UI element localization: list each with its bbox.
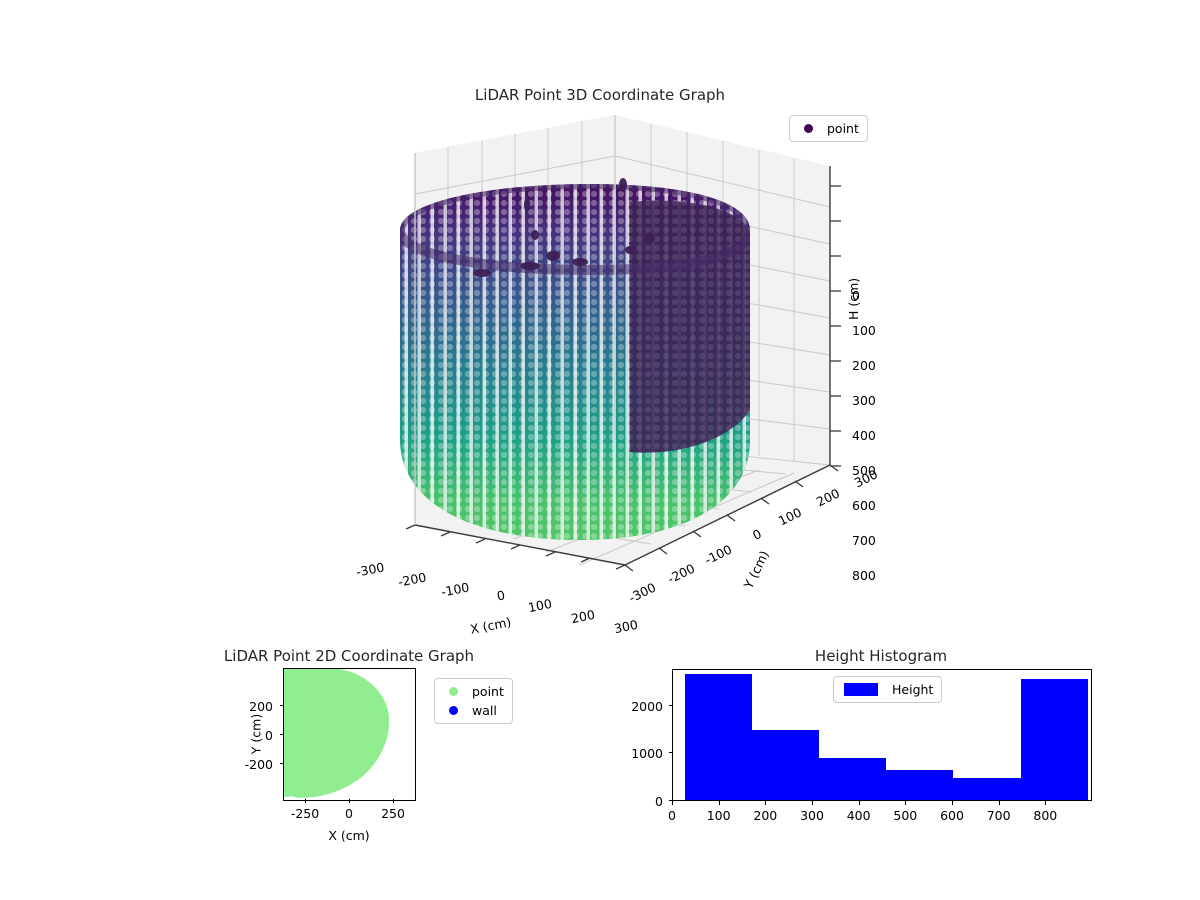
plot2d-legend[interactable]: point wall [434,678,513,724]
plot2d-ytick-2: 200 [249,699,273,714]
histogram-xtick-2: 200 [753,808,778,823]
plot2d-yaxis-label: Y (cm) [248,713,264,755]
plot3d-ztick-3: 300 [852,393,876,408]
plot2d-xtickmark-1 [349,799,350,803]
plot2d-title: LiDAR Point 2D Coordinate Graph [223,647,475,665]
histogram-bar [751,729,820,800]
plot3d-axes[interactable]: 0 100 200 300 400 500 600 700 800 -300 -… [330,110,890,637]
plot2d-ytick-1: 0 [265,728,273,743]
histogram-xtick-0: 0 [668,808,676,823]
plot3d-ztick-7: 700 [852,533,876,548]
histogram-xtickmark [952,801,953,805]
plot3d-ztick-5: 500 [852,463,876,478]
plot3d-ztick-0: 0 [852,288,860,303]
plot2d-ytickmark-2 [279,705,283,706]
legend-marker-height-icon [844,683,878,696]
plot3d-xtick-4: 100 [526,595,554,616]
histogram-xtickmark [672,801,673,805]
histogram-xtick-8: 800 [1033,808,1058,823]
histogram-xtick-6: 600 [940,808,964,823]
plot2d-ytick-0: -200 [244,757,273,772]
histogram-bars [673,670,1091,800]
histogram-xtickmark [858,801,860,805]
legend-label-height: Height [892,682,934,697]
histogram-ytickmark-1 [668,752,672,753]
plot2d-ytickmark-1 [279,734,283,735]
point-cloud-2d [284,669,390,798]
plot2d-ytickmark-0 [279,763,283,764]
histogram-xtickmark [1045,801,1047,805]
plot2d-xtickmark-0 [305,799,306,803]
histogram-ytick-1: 1000 [631,746,663,761]
histogram-xtickmark [718,801,720,805]
plot3d-ztick-4: 400 [852,428,876,443]
plot2d-xtick-2: 250 [381,806,405,821]
plot3d-canvas [400,115,841,572]
histogram-title: Height Histogram [814,647,948,665]
legend-label-wall: wall [472,703,497,718]
histogram-legend[interactable]: Height [833,676,943,703]
legend-marker-wall-icon [449,706,458,715]
legend-label-point: point [827,121,859,136]
histogram-xtickmark [998,801,1000,805]
plot3d-xtick-6: 300 [612,616,640,637]
legend-entry-point-2d[interactable]: point [443,684,504,699]
histogram-bar [953,778,1021,800]
legend-entry-wall[interactable]: wall [443,703,504,718]
histogram-bar [684,674,752,800]
plot2d-axes[interactable]: -200 0 200 -250 0 250 X (cm) Y (cm) [245,668,416,843]
plot2d-xtick-1: 0 [345,806,353,821]
histogram-bar [886,770,954,800]
histogram-xtickmark [812,801,813,805]
legend-marker-point-icon [804,124,813,133]
histogram-bar [819,757,887,800]
histogram-xtickmark [765,801,767,805]
plot3d-ztick-8: 800 [852,568,876,583]
histogram-bar [1020,678,1088,800]
histogram-xtick-7: 700 [986,808,1011,823]
histogram-xtick-3: 300 [800,808,824,823]
plot3d-xaxis-label: X (cm) [468,614,513,637]
legend-entry-height[interactable]: Height [842,682,933,697]
plot3d-ztick-1: 100 [852,323,876,338]
histogram-xtick-5: 500 [893,808,918,823]
histogram-ytick-2: 2000 [631,699,663,714]
plot3d-legend[interactable]: point [789,115,868,142]
plot3d-zaxis-label: H (cm) [846,277,861,320]
legend-entry-point[interactable]: point [798,121,859,136]
plot3d-title: LiDAR Point 3D Coordinate Graph [474,86,726,104]
histogram-xtick-4: 400 [846,808,871,823]
plot2d-xtickmark-2 [393,799,394,803]
plot2d-frame [283,668,416,801]
histogram-ytickmark-2 [668,705,672,706]
histogram-xtick-1: 100 [706,808,731,823]
obstruction-points [473,178,655,277]
histogram-xtickmark [905,801,907,805]
histogram-ytick-0: 0 [655,794,663,809]
histogram-ytickmark-0 [668,800,672,801]
plot2d-xtick-0: -250 [290,806,320,821]
plot2d-xaxis-label: X (cm) [328,828,370,843]
plot3d-ztick-2: 200 [852,358,876,373]
plot3d-ztick-6: 600 [852,498,876,513]
plot3d-xtick-5: 200 [569,606,597,627]
legend-label-point-2d: point [472,684,504,699]
legend-marker-point-icon-2d [449,687,458,696]
